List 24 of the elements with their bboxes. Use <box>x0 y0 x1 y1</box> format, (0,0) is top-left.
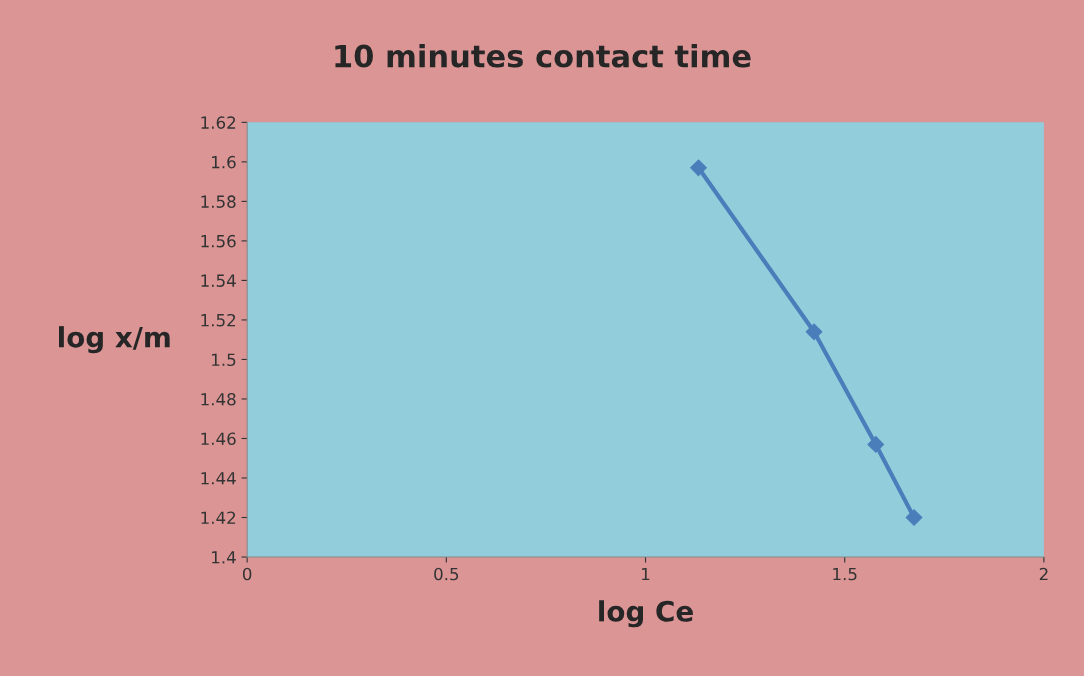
y-tick-label: 1.6 <box>212 155 236 169</box>
x-tick-label: 1.5 <box>833 567 857 581</box>
y-tick-label: 1.42 <box>201 511 236 524</box>
y-axis-title: log x/m <box>59 326 170 354</box>
point <box>805 323 823 341</box>
x-tick-label: 0 <box>242 567 252 581</box>
x-axis-title: log Ce <box>599 600 693 628</box>
y-tick-label: 1.52 <box>201 313 236 327</box>
y-tick-label: 1.46 <box>201 432 236 446</box>
y-tick-label: 1.4 <box>212 551 236 564</box>
x-tick-label: 0.5 <box>434 567 459 581</box>
y-tick-label: 1.58 <box>201 195 236 208</box>
point <box>905 509 923 526</box>
y-tick-label: 1.44 <box>201 472 236 485</box>
y-tick-label: 1.56 <box>201 234 236 248</box>
y-tick-label: 1.48 <box>201 392 236 406</box>
y-tick-label: 1.54 <box>201 274 236 287</box>
x-tick-label: 2 <box>1039 567 1048 581</box>
point <box>867 436 885 453</box>
y-tick-label: 1.5 <box>212 353 236 367</box>
point <box>690 159 707 177</box>
x-tick-label: 1 <box>642 567 650 581</box>
chart-title: 10 minutes contact time <box>335 43 751 68</box>
y-tick-label: 1.62 <box>201 116 236 129</box>
